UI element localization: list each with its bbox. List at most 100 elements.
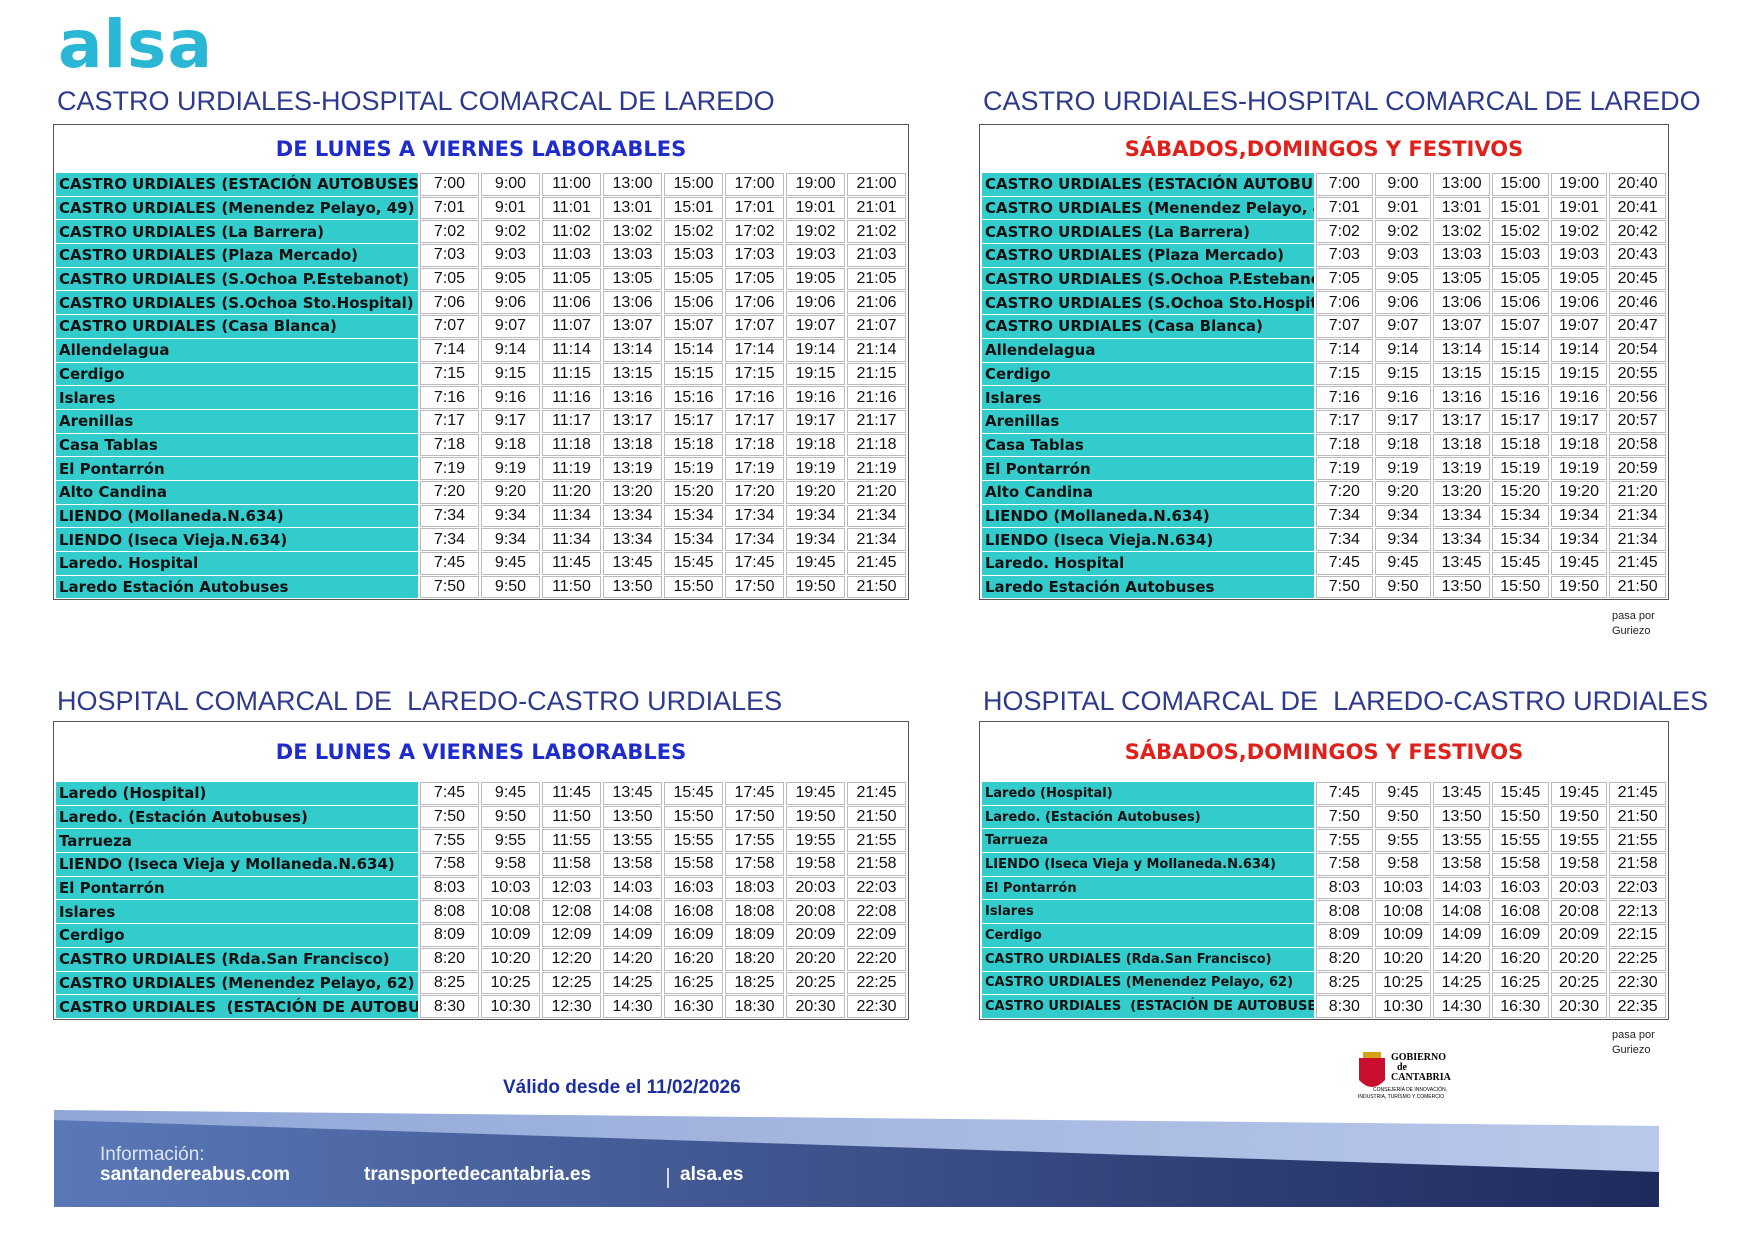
time: 19:55 <box>1550 829 1608 853</box>
time: 13:02 <box>603 220 662 244</box>
time: 16:03 <box>1491 876 1549 900</box>
table-title: CASTRO URDIALES-HOSPITAL COMARCAL DE LAR… <box>983 86 1701 116</box>
time: 19:05 <box>1550 267 1608 291</box>
time: 13:58 <box>1433 853 1490 876</box>
time: 7:07 <box>1316 315 1373 338</box>
time: 11:58 <box>542 853 601 876</box>
gob-sub: CONSEJERÍA DE INNOVACIÓN, <box>1373 1086 1447 1093</box>
row: CASTRO URDIALES (Plaza Mercado) 7:03 9:03 1… <box>56 244 906 267</box>
link[interactable]: transportedecantabria.es <box>364 1164 592 1185</box>
stop: CASTRO URDIALES (Menendez Pelayo, 49) <box>982 196 1314 220</box>
header-row: DE LUNES A VIERNES LABORABLES <box>56 126 906 172</box>
time: 9:17 <box>1374 409 1432 433</box>
time: 19:20 <box>1550 480 1608 504</box>
time: 7:50 <box>420 805 479 829</box>
time: 21:34 <box>1609 504 1666 528</box>
time: 19:16 <box>786 386 845 409</box>
time: 8:09 <box>1316 924 1373 947</box>
time: 15:34 <box>664 504 723 528</box>
time: 21:20 <box>847 480 906 504</box>
time: 7:07 <box>420 315 479 338</box>
time: 7:18 <box>1316 433 1373 457</box>
row: CASTRO URDIALES (La Barrera) 7:02 9:02 11:0… <box>56 220 906 244</box>
time: 7:16 <box>1316 386 1373 409</box>
time: 13:15 <box>603 362 662 386</box>
time: 14:20 <box>1433 947 1490 971</box>
time: 9:58 <box>1374 853 1432 876</box>
time: 14:03 <box>603 876 662 900</box>
time: 12:20 <box>542 947 601 971</box>
time: 15:45 <box>1491 552 1549 575</box>
row: CASTRO URDIALES (Menendez Pelayo, 62) 8:2… <box>982 971 1666 995</box>
time: 12:25 <box>542 971 601 995</box>
link[interactable]: santandereabus.com <box>100 1164 291 1185</box>
time: 9:45 <box>1374 552 1432 575</box>
time: 13:14 <box>603 338 662 362</box>
time: 8:30 <box>420 995 479 1018</box>
time: 19:03 <box>786 244 845 267</box>
time: 11:15 <box>542 362 601 386</box>
time: 19:45 <box>1550 552 1608 575</box>
time: 9:03 <box>1374 244 1432 267</box>
stop: Islares <box>56 900 418 924</box>
row: El Pontarrón 7:19 9:19 11:19 13:19 15:19 17:19… <box>56 457 906 480</box>
time: 20:08 <box>786 900 845 924</box>
stop: Cerdigo <box>982 924 1314 947</box>
row: Cerdigo 8:09 10:09 12:09 14:09 16:09 18:09 20:0… <box>56 924 906 947</box>
row: CASTRO URDIALES (Menendez Pelayo, 62) 8:2… <box>56 971 906 995</box>
time: 17:14 <box>725 338 784 362</box>
timetable: DE LUNES A VIERNES LABORABLES Laredo (Hos… <box>53 721 909 1020</box>
time: 17:01 <box>725 196 784 220</box>
time: 15:03 <box>1491 244 1549 267</box>
time: 7:03 <box>1316 244 1373 267</box>
time: 13:01 <box>603 196 662 220</box>
time: 9:19 <box>1374 457 1432 480</box>
time: 17:06 <box>725 291 784 315</box>
time: 11:18 <box>542 433 601 457</box>
time: 13:34 <box>603 504 662 528</box>
time: 19:03 <box>1550 244 1608 267</box>
time: 21:20 <box>1609 480 1666 504</box>
time: 20:55 <box>1609 362 1666 386</box>
time: 15:03 <box>664 244 723 267</box>
time: 13:05 <box>603 267 662 291</box>
stop: CASTRO URDIALES (La Barrera) <box>982 220 1314 244</box>
row: Cerdigo 7:15 9:15 13:15 15:15 19:15 20:55 <box>982 362 1666 386</box>
time: 9:06 <box>1374 291 1432 315</box>
row: CASTRO URDIALES (S.Ochoa Sto.Hospital) 7:… <box>982 291 1666 315</box>
time: 21:50 <box>1609 575 1666 599</box>
time: 7:05 <box>420 267 479 291</box>
stop: LIENDO (Iseca Vieja.N.634) <box>982 528 1314 551</box>
time: 9:55 <box>1374 829 1432 853</box>
row: Laredo. Hospital 7:45 9:45 11:45 13:45 15:45 1… <box>56 552 906 575</box>
link[interactable]: alsa.es <box>680 1164 744 1185</box>
time: 7:55 <box>1316 829 1373 853</box>
time: 15:15 <box>664 362 723 386</box>
time: 9:34 <box>481 504 540 528</box>
time: 22:08 <box>847 900 906 924</box>
time: 7:50 <box>420 575 479 599</box>
stop: El Pontarrón <box>982 457 1314 480</box>
time: 14:08 <box>603 900 662 924</box>
time: 19:17 <box>786 409 845 433</box>
time: 15:05 <box>1491 267 1549 291</box>
time: 19:50 <box>1550 575 1608 599</box>
row: LIENDO (Mollaneda.N.634) 7:34 9:34 13:34 15:… <box>982 504 1666 528</box>
time: 21:17 <box>847 409 906 433</box>
time: 11:17 <box>542 409 601 433</box>
time: 19:34 <box>786 528 845 551</box>
row: LIENDO (Iseca Vieja.N.634) 7:34 9:34 11:34 1… <box>56 528 906 551</box>
row: CASTRO URDIALES (ESTACIÓN DE AUTOBUSES)8… <box>56 995 906 1018</box>
time: 8:08 <box>420 900 479 924</box>
time: 13:34 <box>603 528 662 551</box>
time: 20:42 <box>1609 220 1666 244</box>
stop: CASTRO URDIALES (La Barrera) <box>56 220 418 244</box>
stop: Islares <box>982 900 1314 924</box>
time: 13:50 <box>1433 575 1490 599</box>
time: 15:14 <box>664 338 723 362</box>
time: 11:06 <box>542 291 601 315</box>
stop: LIENDO (Iseca Vieja y Mollaneda.N.634) <box>982 853 1314 876</box>
time: 16:25 <box>1491 971 1549 995</box>
time: 10:09 <box>1374 924 1432 947</box>
